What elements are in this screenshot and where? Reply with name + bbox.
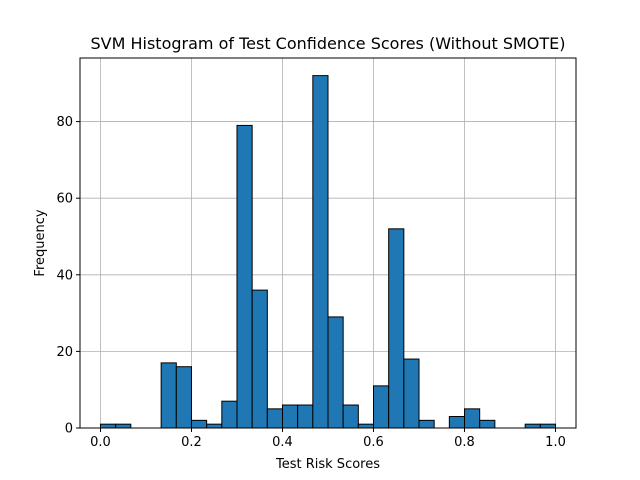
histogram-bar: [464, 408, 481, 429]
y-tick-label: 0: [65, 422, 73, 437]
bars-layer: [99, 75, 557, 429]
histogram-bar: [236, 124, 253, 429]
histogram-bar: [373, 385, 390, 429]
histogram-bar: [403, 358, 420, 429]
histogram-bar: [221, 400, 238, 429]
x-tick-label: 0.6: [363, 435, 384, 450]
histogram-bar: [281, 404, 299, 429]
chart-title: SVM Histogram of Test Confidence Scores …: [91, 34, 566, 53]
x-axis-ticks: 0.0 0.2 0.4 0.6 0.8 1.0: [90, 428, 566, 450]
histogram-bar: [388, 228, 405, 429]
histogram-bar: [115, 423, 132, 429]
plot-frame: [79, 57, 577, 429]
histogram-bar: [312, 75, 329, 429]
histogram-bar: [479, 419, 496, 429]
histogram-bar: [251, 289, 268, 429]
y-tick-label: 80: [56, 115, 73, 130]
histogram-bar: [297, 404, 314, 429]
histogram-bar: [190, 419, 208, 429]
histogram-bar: [99, 423, 117, 429]
x-tick-label: 0.0: [90, 435, 111, 450]
histogram-bar: [524, 423, 541, 429]
histogram-bar: [539, 423, 557, 429]
histogram-bar: [327, 316, 344, 429]
histogram-bar: [175, 366, 192, 429]
histogram-bar: [357, 423, 375, 429]
x-axis-label: Test Risk Scores: [275, 457, 380, 472]
y-tick-label: 40: [56, 268, 73, 283]
x-tick-label: 0.2: [181, 435, 202, 450]
histogram-bar: [266, 408, 283, 429]
y-tick-label: 60: [56, 192, 73, 207]
histogram-bar: [206, 423, 223, 429]
x-tick-label: 0.4: [272, 435, 293, 450]
x-tick-label: 1.0: [545, 435, 566, 450]
histogram-bar: [160, 362, 177, 429]
histogram-bar: [342, 404, 359, 429]
histogram-bar: [418, 419, 435, 429]
y-tick-label: 20: [56, 345, 73, 360]
x-tick-label: 0.8: [454, 435, 475, 450]
histogram-bar: [448, 416, 466, 429]
y-axis-ticks: 0 20 40 60 80: [56, 115, 80, 437]
y-axis-label: Frequency: [33, 209, 48, 276]
